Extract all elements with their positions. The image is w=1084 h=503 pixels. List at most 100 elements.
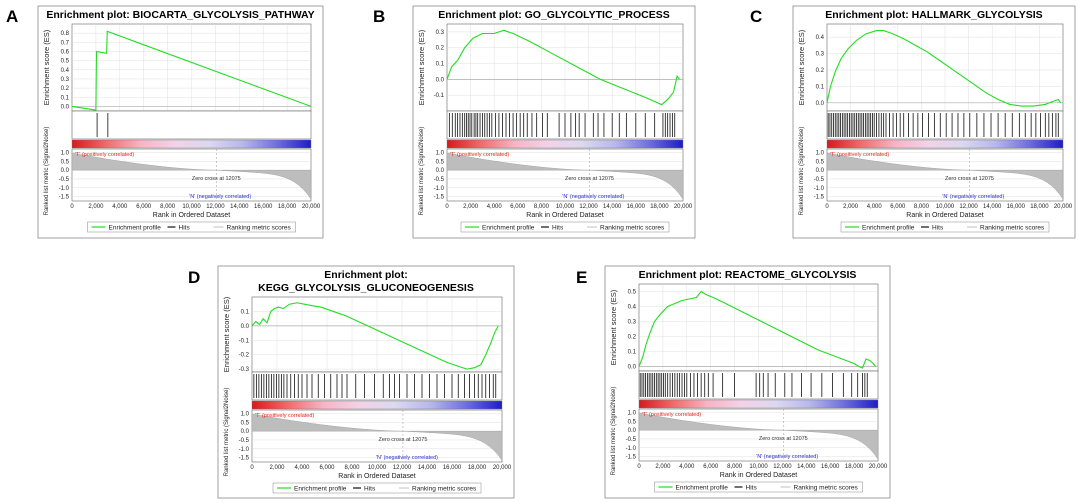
legend-item: Hits	[364, 486, 376, 493]
x-tick-label: 18,000	[845, 464, 864, 470]
negative-label: 'N' (negatively correlated)	[756, 454, 818, 460]
metric-tick-label: -1.5	[434, 195, 445, 201]
x-tick-label: 6,000	[510, 204, 526, 210]
x-tick-label: 6,000	[890, 204, 906, 210]
y-tick-label: 0.1	[241, 309, 250, 315]
ranking-metric-area	[71, 152, 312, 200]
x-tick-label: 8,000	[160, 204, 176, 210]
x-tick-label: 6,000	[319, 465, 335, 471]
legend-item: Ranking metric scores	[600, 225, 665, 232]
enrichment-profile-line	[251, 302, 499, 370]
x-tick-label: 8,000	[727, 464, 743, 470]
x-tick-label: 16,000	[821, 464, 840, 470]
y-tick-label: 0.4	[628, 305, 637, 311]
positive-label: 'T' (positively correlated)	[255, 413, 314, 419]
metric-tick-label: 0.5	[436, 159, 445, 165]
enrichment-profile-line	[826, 30, 1062, 107]
metric-tick-label: 1.0	[61, 151, 70, 157]
legend-item: Ranking metric scores	[980, 225, 1045, 232]
y-tick-label: 0.3	[436, 30, 445, 36]
negative-label: 'N' (negatively correlated)	[562, 194, 624, 200]
metric-tick-label: 0.0	[241, 429, 250, 435]
legend-item: Enrichment profile	[862, 225, 915, 232]
legend-item: Hits	[746, 485, 758, 492]
metric-tick-label: -1.5	[59, 195, 70, 201]
legend-box	[272, 482, 482, 494]
hits-area	[826, 110, 1064, 140]
x-axis-label: Rank in Ordered Dataset	[720, 472, 797, 479]
x-tick-label: 18,000	[468, 465, 487, 471]
metric-tick-label: -1.0	[626, 446, 637, 452]
negative-label: 'N' (negatively correlated)	[376, 455, 438, 461]
zero-cross-label: Zero cross at 12075	[759, 436, 808, 442]
x-tick-label: 2,000	[463, 204, 479, 210]
ranking-heat-bar	[826, 139, 1064, 149]
metric-plot-area	[71, 148, 312, 202]
positive-label: 'T' (positively correlated)	[830, 152, 889, 158]
y-tick-label: 0.0	[436, 77, 445, 83]
metric-tick-label: 0.0	[628, 428, 637, 434]
y-tick-label: 0.0	[241, 324, 250, 330]
ranking-heat-bar	[638, 399, 879, 409]
enrichment-profile-line	[446, 29, 680, 106]
y-tick-label: 0.6	[61, 49, 70, 55]
hits-area	[251, 371, 503, 401]
legend-box	[840, 221, 1050, 233]
x-tick-label: 16,000	[254, 204, 273, 210]
metric-plot-area	[826, 148, 1064, 202]
metric-tick-label: 0.5	[816, 159, 825, 165]
x-tick-label: 18,000	[278, 204, 297, 210]
y-tick-label: 0.2	[816, 68, 825, 74]
y-tick-label: -0.3	[239, 367, 250, 373]
enrichment-panel-b: B Enrichment plot: GO_GLYCOLYTIC_PROCESS 0…	[373, 5, 696, 239]
x-axis-label: Rank in Ordered Dataset	[153, 212, 230, 219]
metric-tick-label: 0.5	[241, 420, 250, 426]
metric-tick-label: -0.5	[626, 437, 637, 443]
metric-axis-label: Ranked list metric (Signal2Noise)	[44, 127, 50, 216]
x-tick-label: 0	[70, 204, 74, 210]
y-tick-label: 0.1	[628, 350, 637, 356]
legend-item: Enrichment profile	[294, 486, 347, 493]
panel-letter: D	[188, 268, 200, 287]
legend-box	[460, 221, 670, 233]
x-tick-label: 4,000	[112, 204, 128, 210]
metric-tick-label: -1.5	[239, 456, 250, 462]
x-tick-label: 10,000	[936, 204, 955, 210]
legend-item: Enrichment profile	[109, 225, 162, 232]
metric-tick-label: 0.0	[436, 168, 445, 174]
legend-box	[654, 481, 863, 493]
x-tick-label: 10,000	[182, 204, 201, 210]
y-tick-label: 0.8	[61, 31, 70, 37]
panel-letter: C	[750, 7, 762, 26]
metric-tick-label: -1.0	[59, 186, 70, 192]
x-tick-label: 14,000	[418, 465, 437, 471]
zero-cross-label: Zero cross at 12075	[565, 176, 614, 182]
legend-item: Ranking metric scores	[227, 225, 292, 232]
x-tick-label: 18,000	[1030, 204, 1049, 210]
legend-item: Hits	[179, 225, 191, 232]
metric-tick-label: -0.5	[59, 177, 70, 183]
ranking-heat-bar	[446, 139, 684, 149]
y-tick-label: 0.4	[61, 68, 70, 74]
metric-tick-label: -1.0	[814, 186, 825, 192]
x-tick-label: 18,000	[650, 204, 669, 210]
metric-tick-label: 0.0	[816, 168, 825, 174]
x-tick-label: 12,000	[393, 465, 412, 471]
enrichment-profile-line	[71, 30, 312, 111]
metric-axis-label: Ranked list metric (Signal2Noise)	[799, 127, 805, 216]
y-axis-label: Enrichment score (ES)	[797, 29, 806, 105]
x-tick-label: 14,000	[603, 204, 622, 210]
metric-axis-label: Ranked list metric (Signal2Noise)	[611, 387, 617, 476]
legend-item: Hits	[932, 225, 944, 232]
metric-axis-label: Ranked list metric (Signal2Noise)	[224, 388, 230, 477]
metric-tick-label: 1.0	[628, 411, 637, 417]
enrichment-panel-c: C Enrichment plot: HALLMARK_GLYCOLYSIS 0.4…	[750, 5, 1076, 239]
metric-tick-label: 1.0	[816, 151, 825, 157]
x-tick-label: 4,000	[294, 465, 310, 471]
x-tick-label: 2,000	[843, 204, 859, 210]
hits-area	[638, 370, 879, 400]
x-tick-label: 0	[250, 465, 254, 471]
negative-label: 'N' (negatively correlated)	[942, 194, 1004, 200]
x-tick-label: 6,000	[703, 464, 719, 470]
